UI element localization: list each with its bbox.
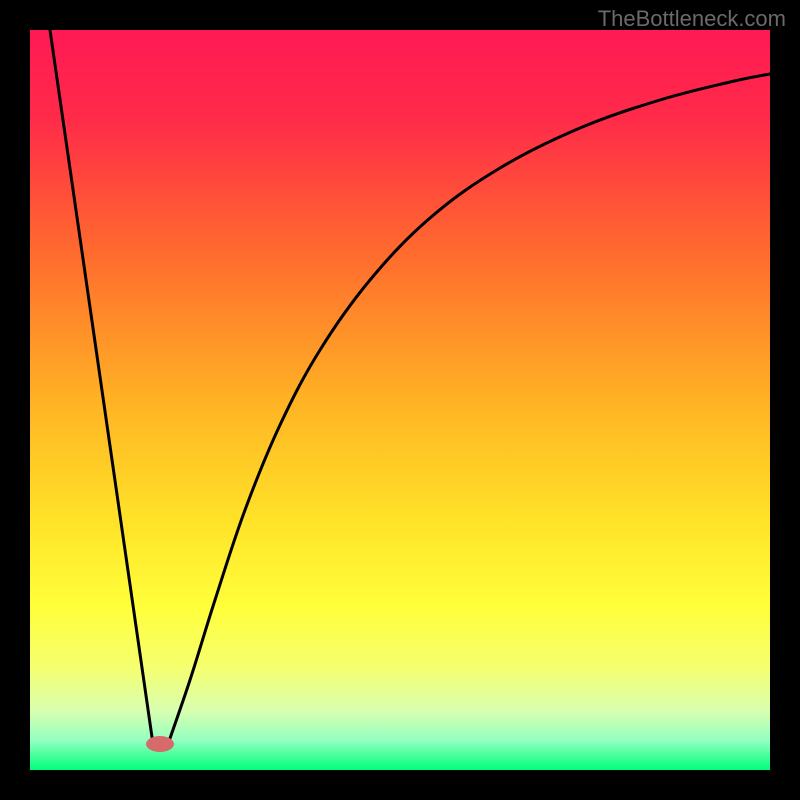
bottleneck-chart (0, 0, 800, 800)
watermark-text: TheBottleneck.com (598, 6, 786, 32)
vertex-marker (146, 736, 174, 752)
chart-container: TheBottleneck.com (0, 0, 800, 800)
